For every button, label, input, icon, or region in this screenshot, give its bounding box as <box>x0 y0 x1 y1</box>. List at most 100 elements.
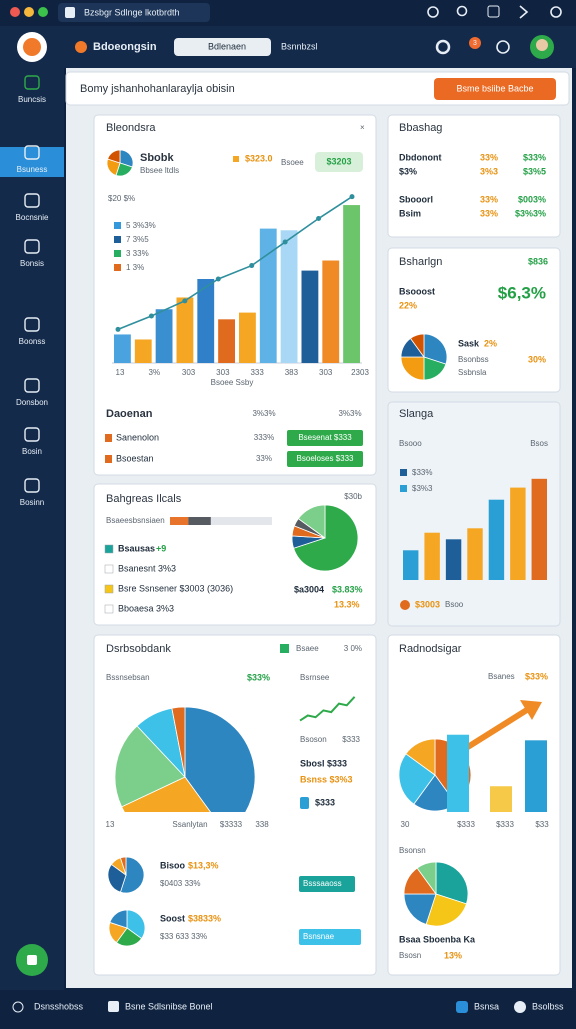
badge: $836 <box>528 256 548 266</box>
lower-name: Bsaa Sboenba Ka <box>399 934 476 944</box>
status-right[interactable]: Bsolbss <box>532 1001 564 1011</box>
amount-label: Bsoee <box>281 158 304 167</box>
legend-label: $33% <box>412 468 432 477</box>
header-link[interactable]: Bsnnbzsl <box>281 41 318 51</box>
bar <box>280 230 298 363</box>
bar <box>490 786 512 812</box>
search-box[interactable] <box>174 38 271 56</box>
settings-icon[interactable] <box>550 6 562 18</box>
value: 13.3% <box>334 599 360 609</box>
bar <box>134 339 152 363</box>
lower-title: Bsonsn <box>399 846 426 855</box>
maximize-button[interactable] <box>38 7 48 17</box>
legend-label: Bsre Ssnsener $3003 (3036) <box>118 583 233 593</box>
table-cell: Bsim <box>399 208 421 218</box>
refresh-icon[interactable] <box>427 6 439 18</box>
app-header <box>0 26 576 68</box>
status-right[interactable]: Bsnsa <box>474 1001 499 1011</box>
legend-swatch <box>280 644 289 653</box>
pin-icon[interactable] <box>519 5 529 19</box>
row-label: Bsoestan <box>116 453 154 463</box>
label: Bsooo <box>399 439 422 448</box>
minimize-button[interactable] <box>24 7 34 17</box>
pie-slice <box>425 893 467 927</box>
status-bar <box>0 990 576 1024</box>
side-row: Sbosl $333 <box>300 758 347 768</box>
bar <box>424 532 440 580</box>
bar <box>176 297 194 363</box>
sidebar-icon <box>24 478 40 493</box>
side-label: Bsrnsee <box>300 673 330 682</box>
trend-point <box>282 239 288 245</box>
small-button[interactable] <box>299 929 361 945</box>
banner-button[interactable] <box>434 78 556 100</box>
legend-swatch <box>104 604 114 614</box>
footer-label: Bsoo <box>445 600 464 609</box>
close-icon[interactable]: × <box>360 123 365 132</box>
sidebar-icon <box>24 427 40 442</box>
change: 22% <box>399 300 417 310</box>
small-detail: $33 633 33% <box>160 932 207 941</box>
table-cell: 33% <box>480 194 498 204</box>
x-tick-label: $333 <box>496 820 514 829</box>
notification-badge[interactable] <box>469 37 481 49</box>
x-tick-label: $333 <box>457 820 475 829</box>
browser-tab[interactable] <box>58 3 210 22</box>
table-cell: 33% <box>480 208 498 218</box>
value: $a3004 <box>294 584 324 594</box>
pie-slice <box>398 753 436 805</box>
sidebar-item[interactable]: Bocnsnie <box>16 213 49 222</box>
sidebar-item[interactable]: Bsuness <box>17 165 48 174</box>
sidebar-item[interactable]: Bonsis <box>20 259 44 268</box>
bar <box>488 499 505 580</box>
search-icon[interactable] <box>456 5 468 17</box>
trend-point <box>148 313 154 319</box>
label: Bsanes <box>488 672 515 681</box>
side-row-value: $333 <box>342 735 360 744</box>
footer-col: 3%3% <box>252 409 275 418</box>
bar <box>403 550 419 580</box>
tab-title: Bzsbgr Sdlnge lkotbrdth <box>84 7 180 17</box>
small-name: Bisoo <box>160 860 186 870</box>
chat-icon[interactable] <box>496 40 510 54</box>
amount: $323.0 <box>245 153 273 163</box>
bar <box>239 312 256 363</box>
x-tick-label: 30 <box>401 820 410 829</box>
row-button <box>287 430 363 446</box>
sidebar-item[interactable]: Buncsis <box>18 95 46 104</box>
x-tick-label: 383 <box>285 368 299 377</box>
sidebar-item[interactable]: Bosin <box>22 447 42 456</box>
progress-label: Bsaeesbsnsiaen <box>106 516 165 525</box>
window-icon[interactable] <box>487 5 500 18</box>
pie-slice <box>400 356 425 381</box>
close-button[interactable] <box>10 7 20 17</box>
sidebar-item[interactable]: Bosinn <box>20 498 44 507</box>
notification-count: 3 <box>473 40 477 47</box>
bar <box>322 260 340 363</box>
legend-extra: +9 <box>156 543 166 553</box>
sidebar-item[interactable]: Donsbon <box>16 398 48 407</box>
table-cell: 33% <box>480 152 498 162</box>
card-title: Slanga <box>399 408 434 420</box>
tab-icon <box>65 7 75 18</box>
legend-label: 1 3% <box>126 263 144 272</box>
pie-slice <box>423 333 448 365</box>
bar <box>445 539 462 580</box>
sidebar-icon <box>24 193 40 208</box>
x-tick-label: $3333 <box>220 820 243 829</box>
small-value: $13,3% <box>188 860 219 870</box>
pie-slice <box>184 706 256 812</box>
legend-value: 3 0% <box>344 644 362 653</box>
sidebar-item[interactable]: Boonss <box>19 337 46 346</box>
small-button-label: Bsssaaoss <box>303 879 342 888</box>
table-cell: $003% <box>518 194 546 204</box>
pie-slice <box>109 909 128 929</box>
card-title: Radnodsigar <box>399 643 462 655</box>
x-tick-label: 13 <box>106 820 115 829</box>
x-tick-label: 303 <box>216 368 230 377</box>
sidebar-icon <box>24 239 40 254</box>
small-button[interactable] <box>299 876 355 892</box>
x-tick-label: 303 <box>319 368 333 377</box>
gear-icon[interactable] <box>435 39 451 55</box>
